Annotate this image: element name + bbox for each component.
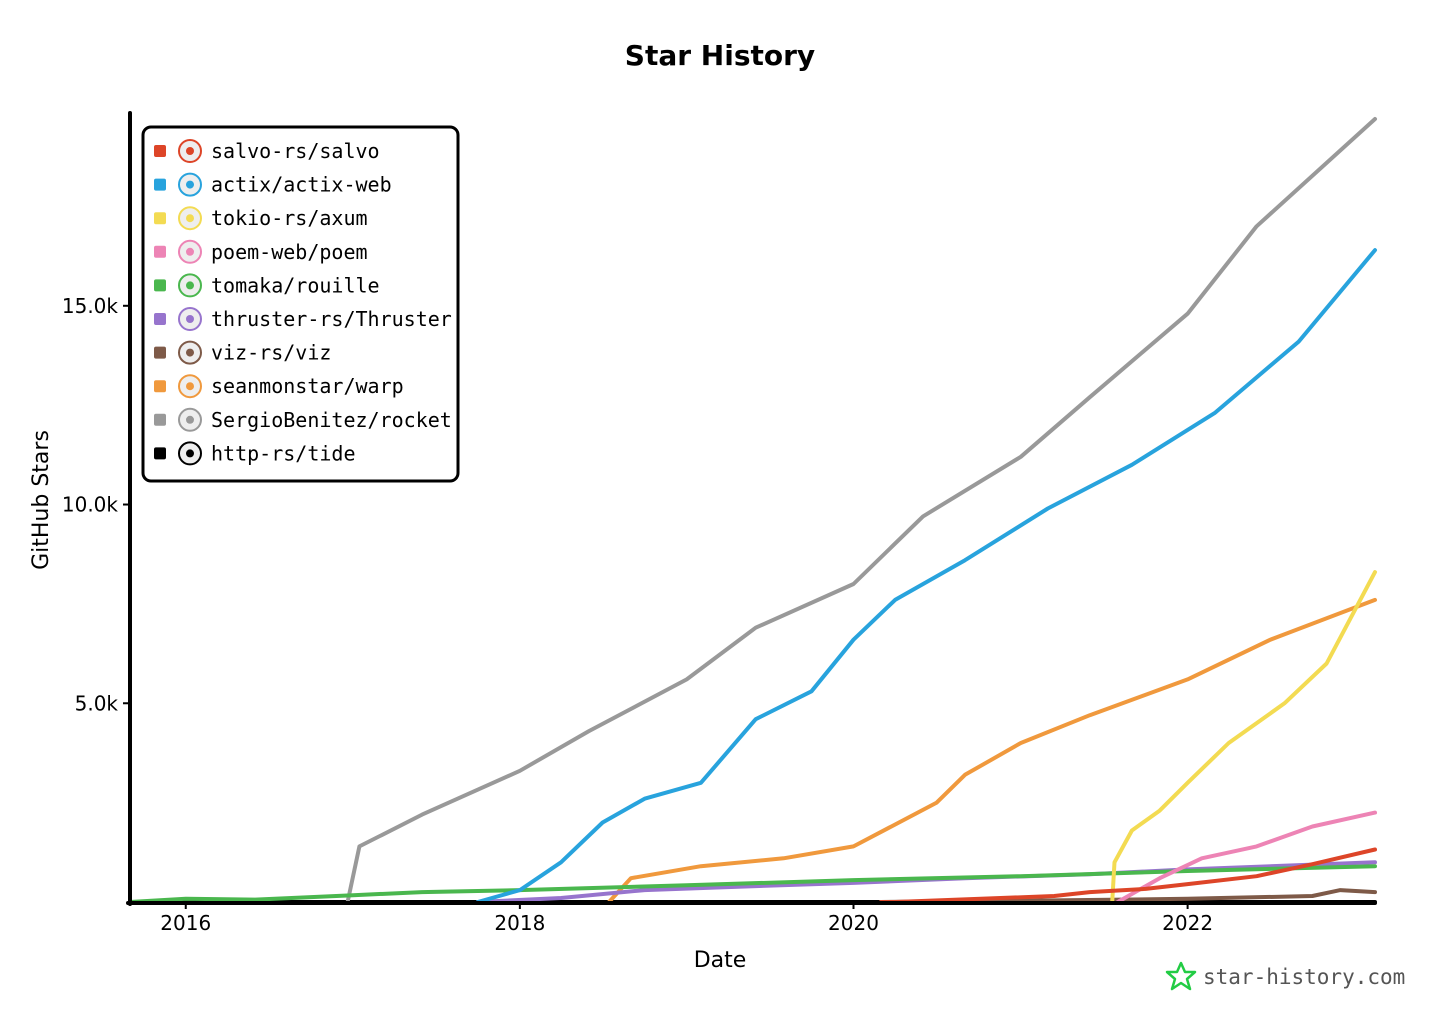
legend-item[interactable]: tomaka/rouille [154, 273, 380, 298]
legend-item[interactable]: viz-rs/viz [154, 340, 331, 365]
legend-swatch [154, 178, 166, 191]
chart-title: Star History [625, 39, 815, 72]
x-tick-label: 2016 [160, 911, 211, 935]
legend-label: thruster-rs/Thruster [211, 307, 452, 331]
rouille-logo-icon [178, 273, 202, 298]
legend-label: viz-rs/viz [211, 341, 331, 365]
legend-label: poem-web/poem [211, 240, 368, 264]
legend-swatch [154, 413, 166, 426]
legend-label: salvo-rs/salvo [211, 139, 380, 163]
legend-item[interactable]: http-rs/tide [154, 441, 356, 466]
watermark-text: star-history.com [1203, 965, 1405, 989]
legend-swatch [154, 212, 166, 225]
series-line-seanmonstar-warp [607, 597, 1377, 904]
legend-item[interactable]: poem-web/poem [154, 240, 368, 264]
legend-label: tomaka/rouille [211, 273, 380, 297]
legend-item[interactable]: SergioBenitez/rocket [154, 407, 452, 432]
legend-label: seanmonstar/warp [211, 374, 404, 398]
star-logo-icon [1165, 961, 1197, 991]
legend-label: actix/actix-web [211, 173, 392, 197]
legend-label: tokio-rs/axum [211, 206, 368, 230]
legend-swatch [154, 346, 166, 359]
y-tick-label: 15.0k [62, 294, 119, 318]
series-line-tokio-rs-axum [1110, 570, 1377, 904]
x-tick-label: 2018 [494, 911, 545, 935]
legend-item[interactable]: seanmonstar/warp [154, 374, 404, 399]
warp-avatar-icon [178, 374, 202, 399]
series-layer [128, 117, 1377, 904]
legend-label: http-rs/tide [211, 441, 356, 465]
actix-logo-icon [178, 172, 202, 197]
x-tick-label: 2022 [1162, 911, 1213, 935]
legend-item[interactable]: tokio-rs/axum [154, 206, 368, 231]
legend-item[interactable]: thruster-rs/Thruster [154, 307, 452, 331]
watermark[interactable]: star-history.com [1165, 961, 1405, 991]
legend-swatch [154, 313, 166, 325]
legend-swatch [154, 245, 166, 258]
series-line-sergiobenitez-rocket [345, 117, 1377, 904]
poem-logo-icon [178, 239, 202, 264]
tide-logo-icon [178, 441, 202, 466]
x-tick-label: 2020 [828, 911, 879, 935]
legend-swatch [154, 145, 166, 157]
legend-swatch [154, 279, 166, 292]
y-tick-label: 5.0k [75, 691, 119, 715]
series-line-poem-web-poem [1115, 810, 1377, 904]
series-line-salvo-rs-salvo [878, 847, 1377, 904]
viz-logo-icon [178, 340, 202, 365]
thruster-logo-icon [178, 307, 202, 331]
legend-item[interactable]: actix/actix-web [154, 172, 392, 197]
salvo-logo-icon [178, 139, 202, 163]
legend-item[interactable]: salvo-rs/salvo [154, 139, 380, 163]
legend: salvo-rs/salvo actix/actix-web tokio-rs/ax… [141, 125, 460, 483]
axes: 2016 2018 2020 2022 5.0k 10.0k 15.0k [62, 111, 1377, 935]
legend-box [141, 125, 460, 483]
legend-swatch [154, 447, 166, 460]
y-tick-label: 10.0k [62, 493, 119, 517]
x-axis-label: Date [694, 948, 747, 973]
y-axis-label: GitHub Stars [29, 430, 54, 570]
legend-label: SergioBenitez/rocket [211, 408, 452, 432]
series-line-actix-actix-web [475, 248, 1377, 904]
rocket-avatar-icon [178, 407, 202, 432]
legend-swatch [154, 380, 166, 393]
axum-logo-icon [178, 206, 202, 231]
